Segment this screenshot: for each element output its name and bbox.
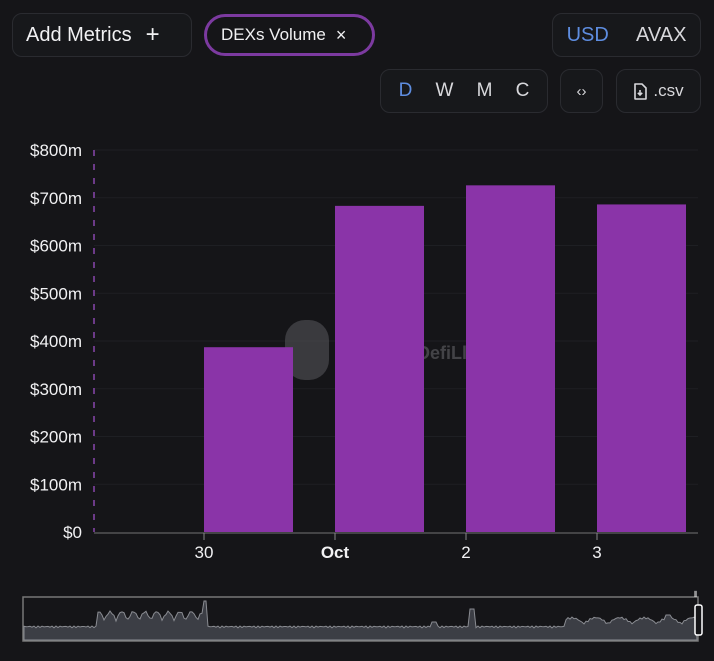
metric-chip-label: DEXs Volume xyxy=(221,25,326,44)
bars xyxy=(204,185,686,532)
currency-avax-button[interactable]: AVAX xyxy=(636,23,687,46)
x-tick-label: 3 xyxy=(592,543,601,562)
brush-handle-grip-icon: ⦀ xyxy=(694,590,698,599)
watermark-logo-icon xyxy=(285,320,329,380)
interval-daily-button[interactable]: D xyxy=(398,80,413,101)
range-brush[interactable]: ⦀ xyxy=(22,590,703,642)
plus-icon: + xyxy=(145,21,160,48)
add-metrics-button[interactable]: Add Metrics + xyxy=(12,13,192,57)
bar-2[interactable] xyxy=(466,185,555,532)
interval-monthly-button[interactable]: M xyxy=(476,80,493,101)
brush-sparkline xyxy=(23,600,698,641)
grid-lines xyxy=(94,149,698,485)
download-csv-button[interactable]: .csv xyxy=(616,69,701,113)
y-tick-label: $700m xyxy=(30,189,82,208)
x-tick-label: 2 xyxy=(461,543,470,562)
currency-usd-button[interactable]: USD xyxy=(566,23,609,46)
watermark-text: DefiLlama xyxy=(417,343,504,363)
brush-handle-right[interactable] xyxy=(694,604,703,636)
y-tick-label: $0 xyxy=(63,523,82,542)
x-tick-label: Oct xyxy=(321,543,350,562)
interval-toggle: D W M C xyxy=(380,69,548,113)
y-tick-label: $100m xyxy=(30,475,82,494)
interval-weekly-button[interactable]: W xyxy=(435,80,454,101)
bar-oct[interactable] xyxy=(335,205,424,532)
y-tick-label: $800m xyxy=(30,141,82,160)
x-axis-ticks: 30 Oct 2 3 xyxy=(195,533,602,562)
x-tick-label: 30 xyxy=(195,543,214,562)
interval-cumulative-button[interactable]: C xyxy=(515,80,530,101)
embed-button[interactable]: ‹› xyxy=(560,69,603,113)
y-tick-label: $500m xyxy=(30,284,82,303)
bar-3[interactable] xyxy=(597,204,686,532)
y-axis-ticks: $0 $100m $200m $300m $400m $500m $600m $700m $80… xyxy=(30,141,82,542)
csv-label: .csv xyxy=(653,81,684,100)
file-download-icon xyxy=(634,82,648,100)
y-tick-label: $400m xyxy=(30,332,82,351)
close-icon[interactable]: × xyxy=(335,24,347,45)
y-tick-label: $200m xyxy=(30,428,82,447)
bar-30[interactable] xyxy=(204,347,293,532)
y-tick-label: $300m xyxy=(30,380,82,399)
currency-toggle: USD AVAX xyxy=(552,13,701,57)
code-icon: ‹› xyxy=(576,82,587,100)
metric-chip-dexs-volume: DEXs Volume × xyxy=(204,14,375,56)
add-metrics-label: Add Metrics xyxy=(26,23,132,46)
watermark: DefiLlama xyxy=(285,320,504,380)
y-tick-label: $600m xyxy=(30,237,82,256)
